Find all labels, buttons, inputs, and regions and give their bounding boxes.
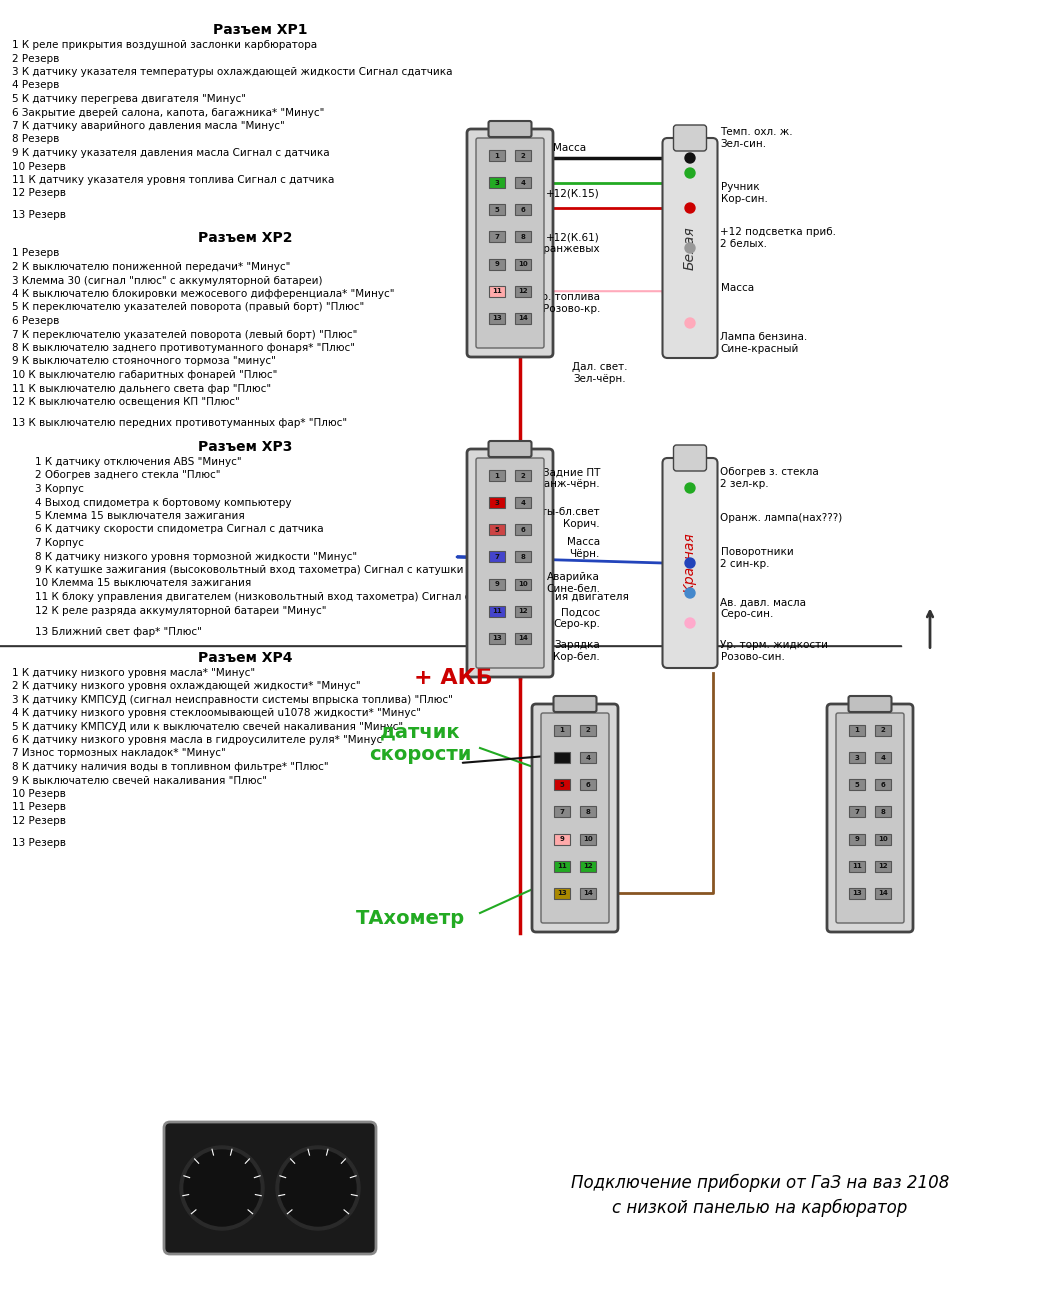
- Text: Масса: Масса: [721, 283, 754, 293]
- Text: 11 Резерв: 11 Резерв: [12, 802, 66, 813]
- Text: 1: 1: [495, 472, 500, 479]
- Bar: [554, 888, 570, 898]
- Text: 6 К датчику низкого уровня масла в гидроусилителе руля* "Минус": 6 К датчику низкого уровня масла в гидро…: [12, 735, 387, 745]
- Bar: [580, 726, 596, 736]
- Text: 11: 11: [558, 863, 567, 870]
- Circle shape: [685, 153, 695, 164]
- Text: Подключение приборки от ГаЗ на ваз 2108: Подключение приборки от ГаЗ на ваз 2108: [571, 1173, 949, 1192]
- Bar: [849, 888, 865, 898]
- Text: Зарядка
Кор-бел.: Зарядка Кор-бел.: [553, 640, 601, 662]
- Bar: [515, 204, 531, 215]
- Text: 12 Резерв: 12 Резерв: [12, 188, 66, 199]
- Text: 5: 5: [495, 527, 500, 532]
- Bar: [580, 833, 596, 845]
- Bar: [849, 726, 865, 736]
- Text: 10: 10: [518, 582, 528, 587]
- FancyBboxPatch shape: [553, 696, 596, 713]
- Bar: [489, 633, 505, 644]
- Bar: [489, 204, 505, 215]
- Text: 1 К реле прикрытия воздушной заслонки карбюратора: 1 К реле прикрытия воздушной заслонки ка…: [12, 40, 318, 51]
- Text: 13 Ближний свет фар* "Плюс": 13 Ближний свет фар* "Плюс": [35, 627, 202, 637]
- Text: Ур. топлива
Розово-кр.: Ур. топлива Розово-кр.: [534, 292, 601, 314]
- Text: 6: 6: [521, 206, 525, 213]
- Bar: [515, 313, 531, 324]
- Bar: [875, 806, 891, 818]
- FancyBboxPatch shape: [662, 138, 718, 358]
- Text: Подсос
Серо-кр.: Подсос Серо-кр.: [553, 607, 601, 628]
- FancyBboxPatch shape: [674, 445, 706, 471]
- Text: 5 К датчику перегрева двигателя "Минус": 5 К датчику перегрева двигателя "Минус": [12, 93, 246, 104]
- Text: Обогрев з. стекла
2 зел-кр.: Обогрев з. стекла 2 зел-кр.: [721, 467, 820, 489]
- Bar: [554, 833, 570, 845]
- Text: 12: 12: [518, 288, 528, 295]
- Bar: [554, 806, 570, 818]
- Text: Масса: Масса: [553, 143, 587, 153]
- Text: 2 Обогрев заднего стекла "Плюс": 2 Обогрев заднего стекла "Плюс": [35, 470, 220, 480]
- Text: 13: 13: [852, 890, 861, 897]
- Text: с низкой панелью на карбюратор: с низкой панелью на карбюратор: [612, 1199, 908, 1218]
- Text: 4 Резерв: 4 Резерв: [12, 80, 60, 91]
- Text: Разъем ХР1: Разъем ХР1: [213, 23, 307, 38]
- Bar: [554, 726, 570, 736]
- Text: 4: 4: [521, 179, 525, 186]
- Circle shape: [276, 1146, 361, 1231]
- Bar: [554, 861, 570, 872]
- Bar: [875, 888, 891, 898]
- Text: 5 К датчику КМПСУД или к выключателю свечей накаливания "Минус": 5 К датчику КМПСУД или к выключателю све…: [12, 722, 403, 732]
- FancyBboxPatch shape: [467, 129, 553, 357]
- Text: 11: 11: [493, 609, 502, 614]
- Text: 7: 7: [560, 809, 565, 815]
- Text: 8 К выключателю заднего противотуманного фонаря* "Плюс": 8 К выключателю заднего противотуманного…: [12, 343, 355, 353]
- Bar: [489, 552, 505, 562]
- Text: +12(К.61)
2 оранжевых: +12(К.61) 2 оранжевых: [527, 232, 601, 254]
- Bar: [489, 497, 505, 508]
- Text: 12 К реле разряда аккумуляторной батареи "Минус": 12 К реле разряда аккумуляторной батареи…: [35, 605, 327, 615]
- Text: 4 Выход спидометра к бортовому компьютеру: 4 Выход спидометра к бортовому компьютер…: [35, 497, 291, 508]
- Circle shape: [184, 1150, 260, 1227]
- Text: 3 Корпус: 3 Корпус: [35, 484, 84, 495]
- Text: Масса
Чёрн.: Масса Чёрн.: [567, 537, 601, 559]
- Text: 3 К датчику КМПСУД (сигнал неисправности системы впрыска топлива) "Плюс": 3 К датчику КМПСУД (сигнал неисправности…: [12, 694, 453, 705]
- Bar: [875, 752, 891, 763]
- Bar: [515, 177, 531, 188]
- Text: Лампа бензина.
Сине-красный: Лампа бензина. Сине-красный: [721, 332, 808, 354]
- Circle shape: [180, 1146, 264, 1231]
- Text: 9: 9: [495, 261, 500, 267]
- FancyBboxPatch shape: [836, 713, 904, 923]
- FancyBboxPatch shape: [541, 713, 609, 923]
- Text: 9: 9: [495, 582, 500, 587]
- Text: 2 К датчику низкого уровня охлаждающей жидкости* "Минус": 2 К датчику низкого уровня охлаждающей ж…: [12, 681, 361, 691]
- Text: Темп. охл. ж.
Зел-син.: Темп. охл. ж. Зел-син.: [721, 127, 793, 149]
- Text: Разъем ХР3: Разъем ХР3: [198, 440, 292, 454]
- Bar: [875, 779, 891, 790]
- Text: 5: 5: [560, 781, 565, 788]
- Bar: [515, 470, 531, 482]
- Text: 6 Резерв: 6 Резерв: [12, 315, 60, 326]
- Text: 13 Резерв: 13 Резерв: [12, 837, 66, 848]
- Text: Ав. давл. масла
Серо-син.: Ав. давл. масла Серо-син.: [721, 597, 807, 619]
- Text: Задние ПТ
2 Оранж-чёрн.: Задние ПТ 2 Оранж-чёрн.: [520, 467, 601, 489]
- Text: 2: 2: [586, 727, 590, 733]
- Bar: [489, 286, 505, 297]
- Circle shape: [280, 1150, 356, 1227]
- Text: 5 Клемма 15 выключателя зажигания: 5 Клемма 15 выключателя зажигания: [35, 511, 245, 520]
- Text: 13 К выключателю передних противотуманных фар* "Плюс": 13 К выключателю передних противотуманны…: [12, 418, 347, 428]
- Text: Красная: Красная: [683, 532, 697, 593]
- Circle shape: [685, 167, 695, 178]
- Text: 7: 7: [495, 234, 500, 240]
- Text: ТАхометр: ТАхометр: [355, 909, 464, 928]
- Bar: [515, 606, 531, 617]
- Text: 14: 14: [518, 315, 528, 322]
- Text: 6: 6: [586, 781, 590, 788]
- Text: Ур. торм. жидкости
Розово-син.: Ур. торм. жидкости Розово-син.: [721, 640, 829, 662]
- Bar: [515, 258, 531, 270]
- Text: 12 К выключателю освещения КП "Плюс": 12 К выключателю освещения КП "Плюс": [12, 397, 240, 408]
- Text: 8 Резерв: 8 Резерв: [12, 135, 60, 144]
- Text: 9 К выключателю стояночного тормоза "минус": 9 К выключателю стояночного тормоза "мин…: [12, 357, 276, 366]
- Text: 4 К датчику низкого уровня стеклоомывающей u1078 жидкости* "Минус": 4 К датчику низкого уровня стеклоомывающ…: [12, 707, 421, 718]
- Bar: [515, 497, 531, 508]
- Text: 3: 3: [854, 754, 859, 761]
- FancyBboxPatch shape: [532, 704, 618, 932]
- Circle shape: [685, 588, 695, 598]
- Text: 3: 3: [495, 179, 500, 186]
